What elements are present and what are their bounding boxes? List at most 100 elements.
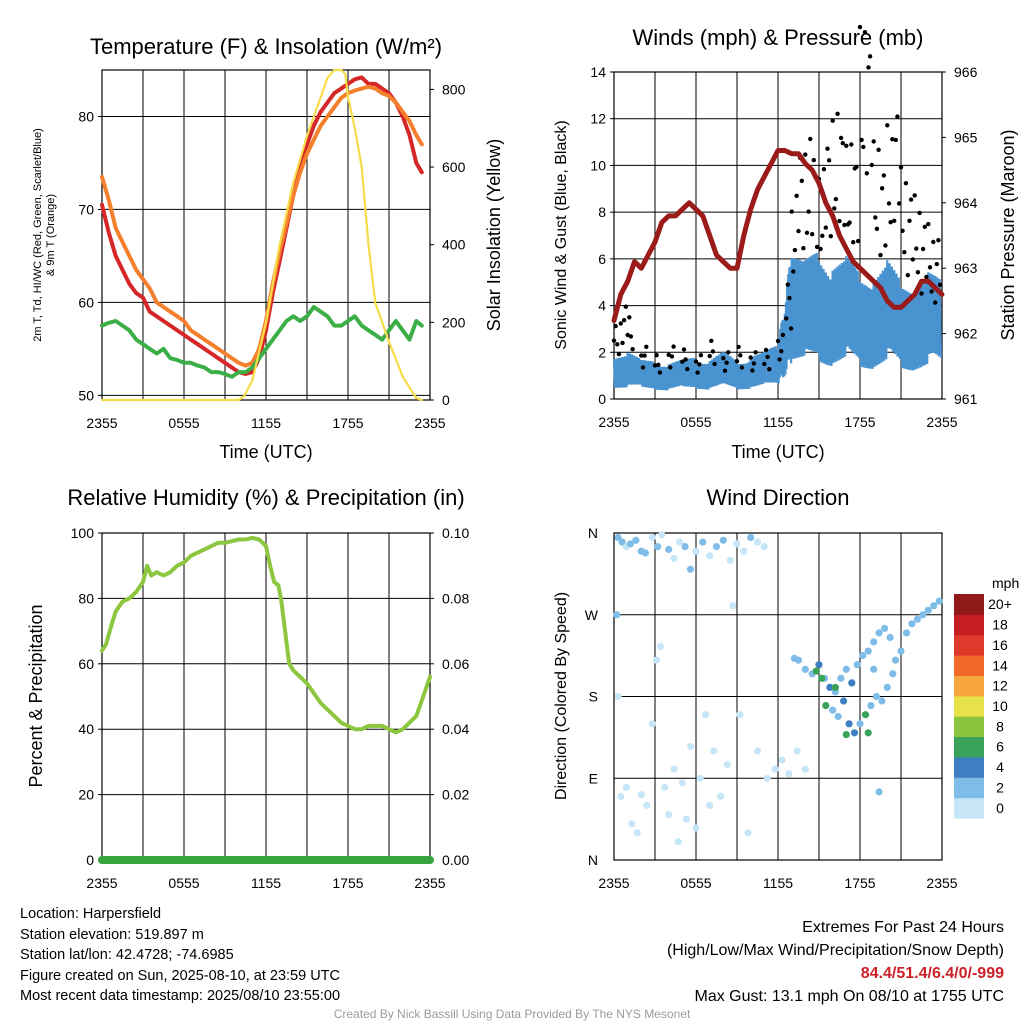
direction-point (686, 742, 695, 751)
right-tick-label: 0 (442, 392, 450, 408)
gust-point (879, 186, 885, 191)
colorbar-label: 14 (992, 657, 1008, 673)
left-tick-label: 0 (598, 391, 606, 407)
direction-point (747, 533, 755, 542)
gust-point (767, 367, 772, 372)
left-tick-label: 10 (590, 157, 606, 173)
humidity-panel-title: Relative Humidity (%) & Precipitation (i… (67, 485, 464, 510)
direction-point (886, 633, 894, 642)
direction-point (837, 674, 845, 682)
gust-point (695, 370, 700, 375)
temperature-y-axis-label-line2: & 9m T (Orange) (45, 194, 57, 276)
series-line-f47f2d (100, 84, 424, 368)
direction-point (897, 647, 905, 655)
direction-point (648, 720, 656, 728)
extremes-values: 84.4/51.4/6.4/0/-999 (860, 965, 1004, 982)
humidity-line (100, 535, 432, 735)
gust-point (849, 142, 854, 147)
right-tick-label: 0.10 (442, 525, 469, 541)
series-line-3cae46 (100, 305, 424, 379)
gust-point (794, 193, 799, 198)
gust-point (937, 282, 943, 287)
colorbar-label: 6 (996, 739, 1004, 755)
max-gust: Max Gust: 13.1 mph On 08/10 at 1755 UTC (694, 988, 1005, 1005)
gust-point (820, 233, 825, 238)
colorbar-swatch (954, 797, 984, 819)
x-tick-label: 1755 (332, 875, 363, 891)
left-tick-label: 70 (78, 201, 94, 217)
gust-point (881, 173, 886, 178)
gust-point (927, 265, 933, 270)
direction-point (699, 538, 707, 546)
x-tick-label: 2355 (86, 875, 117, 891)
station-latlon: Station lat/lon: 42.4728; -74.6985 (20, 947, 234, 964)
gust-point (736, 344, 741, 350)
direction-point (626, 540, 635, 548)
right-tick-label: 0.06 (442, 656, 469, 672)
direction-point (702, 711, 710, 719)
gust-point (762, 361, 767, 367)
gust-point (842, 222, 847, 228)
right-tick-label: 200 (442, 314, 466, 330)
gust-point (709, 338, 714, 343)
winds-panel-title: Winds (mph) & Pressure (mb) (633, 25, 924, 50)
gust-point (811, 157, 816, 163)
gust-point (780, 332, 786, 338)
right-tick-label: 961 (954, 391, 978, 407)
gust-point (808, 136, 813, 142)
gust-point (685, 366, 690, 372)
gust-point (750, 368, 755, 373)
direction-point (831, 683, 840, 692)
temperature-y-axis-label-line1: 2m T, Td, HI/WC (Red, Green, Scarlet/Blu… (32, 128, 44, 342)
right-tick-label: 0.00 (442, 852, 469, 868)
direction-point (733, 540, 741, 548)
left-tick-label: 80 (78, 108, 94, 124)
gust-point (681, 347, 687, 352)
gust-point (657, 370, 663, 375)
direction-point (864, 729, 872, 737)
gust-point (628, 334, 634, 339)
direction-point (891, 656, 900, 664)
gust-point (615, 342, 620, 347)
colorbar-swatch (954, 756, 984, 778)
gust-point (753, 350, 758, 355)
direction-point (822, 702, 830, 710)
gust-point (912, 193, 917, 198)
gust-point (920, 246, 926, 252)
direction-tick-label: N (588, 852, 598, 868)
direction-point (710, 747, 718, 755)
gust-point (926, 221, 931, 227)
gust-point (814, 244, 820, 250)
direction-point (682, 815, 691, 823)
colorbar-label: 16 (992, 637, 1008, 653)
right-tick-label: 963 (954, 260, 978, 276)
left-tick-label: 12 (590, 111, 606, 127)
series-line-d62728 (100, 75, 424, 376)
direction-point (848, 679, 856, 687)
direction-point (706, 801, 714, 810)
gust-point (876, 147, 881, 152)
direction-point (696, 774, 704, 782)
direction-point (889, 670, 897, 678)
gust-point (777, 357, 782, 362)
direction-tick-label: W (585, 607, 599, 623)
colorbar-label: 12 (992, 678, 1008, 694)
right-tick-label: 0.02 (442, 787, 469, 803)
x-tick-label: 2355 (598, 414, 629, 430)
gust-point (726, 350, 731, 355)
gust-point (929, 289, 934, 294)
direction-point (913, 615, 922, 623)
gust-point (915, 270, 921, 275)
colorbar-label: 2 (996, 780, 1004, 796)
left-tick-label: 60 (78, 294, 94, 310)
direction-point (840, 697, 848, 705)
gust-point (683, 357, 688, 362)
series-line-f5dc48 (100, 68, 423, 402)
direction-point (617, 792, 625, 801)
direction-point (622, 783, 630, 791)
gust-point (792, 247, 798, 253)
direction-point (719, 536, 727, 544)
direction-point (875, 788, 883, 796)
x-tick-label: 0555 (168, 415, 199, 431)
gust-point (710, 349, 716, 354)
